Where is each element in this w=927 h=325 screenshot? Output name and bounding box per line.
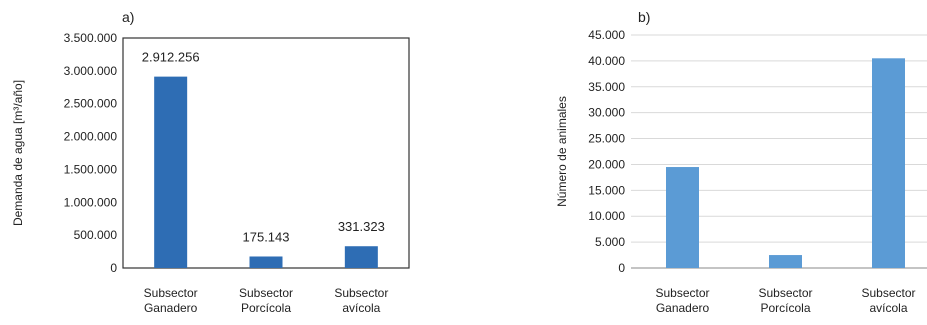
x-category-label: Subsector avícola [861,286,915,315]
x-category-label-line: Subsector [758,286,812,300]
y-tick-label: 30.000 [588,106,625,120]
y-tick-label: 3.000.000 [64,64,118,78]
x-category-label-line: Subsector [655,286,709,300]
x-category-label: Subsector Porcícola [758,286,812,315]
x-category-label-line: avícola [869,301,907,315]
bar [154,76,188,269]
x-category-label-line: Porcícola [241,301,291,315]
x-category-label: Subsector avícola [334,286,388,315]
data-label: 331.323 [338,219,385,234]
bar [872,58,905,268]
bar [344,246,378,268]
data-label: 2.912.256 [142,50,200,65]
x-category-label: Subsector Ganadero [144,286,198,315]
y-tick-label: 40.000 [588,54,625,68]
x-category-label: Subsector Ganadero [655,286,709,315]
y-tick-label: 2.500.000 [64,97,118,111]
y-tick-label: 0 [618,261,625,275]
chart-panel-2: 0 5.000 10.000 15.000 20.000 25.000 30.000 35.0… [555,9,927,315]
panel-label: a) [122,9,134,25]
y-tick-label: 25.000 [588,132,625,146]
x-category-label-line: avícola [342,301,380,315]
y-tick-label: 10.000 [588,209,625,223]
x-category-label-line: Ganadero [656,301,710,315]
bar [666,167,699,268]
data-label: 175.143 [243,229,290,244]
y-tick-label: 35.000 [588,80,625,94]
y-tick-label: 15.000 [588,183,625,197]
y-tick-label: 45.000 [588,28,625,42]
y-tick-label: 1.000.000 [64,195,118,209]
x-category-label-line: Subsector [239,286,293,300]
y-tick-label: 5.000 [595,235,625,249]
x-category-label-line: Subsector [861,286,915,300]
y-tick-label: 1.500.000 [64,162,118,176]
chart-panel-1: 0 500.000 1.000.000 1.500.000 2.000.000 2.500… [11,9,410,315]
x-category-label-line: Ganadero [144,301,198,315]
y-axis-title: Demanda de agua [m³/año] [11,80,25,226]
x-category-label: Subsector Porcícola [239,286,293,315]
panel-label: b) [638,9,650,25]
y-tick-label: 0 [110,261,117,275]
y-tick-label: 500.000 [74,228,118,242]
y-tick-label: 20.000 [588,157,625,171]
x-category-label-line: Subsector [334,286,388,300]
x-category-label-line: Porcícola [760,301,810,315]
bar [769,255,802,268]
bar [249,256,283,268]
y-axis-title: Número de animales [555,96,569,207]
y-tick-label: 2.000.000 [64,130,118,144]
x-category-label-line: Subsector [144,286,198,300]
y-tick-label: 3.500.000 [64,31,118,45]
